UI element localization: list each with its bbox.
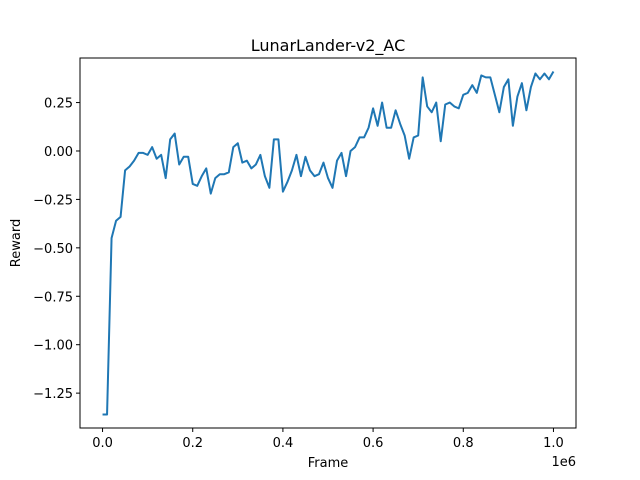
y-tick-label: −0.50 bbox=[33, 242, 73, 257]
x-tick-label: 0.6 bbox=[363, 436, 384, 451]
y-tick-label: −1.00 bbox=[33, 339, 73, 354]
y-tick-label: −0.75 bbox=[33, 290, 73, 305]
x-tick-label: 0.0 bbox=[92, 436, 113, 451]
y-tick-label: −1.25 bbox=[33, 387, 73, 402]
x-tick-label: 0.8 bbox=[453, 436, 474, 451]
plot-frame bbox=[79, 57, 577, 429]
plot-area bbox=[102, 71, 555, 416]
x-tick-label: 1.0 bbox=[543, 436, 564, 451]
x-axis-label: Frame bbox=[308, 456, 349, 471]
y-tick-label: 0.00 bbox=[44, 145, 73, 160]
y-tick-label: 0.25 bbox=[44, 97, 73, 112]
series-line bbox=[102, 71, 555, 416]
x-tick-label: 0.2 bbox=[182, 436, 203, 451]
chart-title: LunarLander-v2_AC bbox=[251, 36, 406, 56]
x-axis-offset-label: 1e6 bbox=[551, 455, 576, 470]
y-axis-label: Reward bbox=[9, 219, 24, 267]
x-tick-label: 0.4 bbox=[273, 436, 294, 451]
x-axis: 0.0 0.2 0.4 0.6 0.8 1.0 bbox=[92, 428, 564, 451]
y-axis: −1.25 −1.00 −0.75 −0.50 −0.25 0.00 0.25 bbox=[33, 97, 80, 402]
y-tick-label: −0.25 bbox=[33, 193, 73, 208]
